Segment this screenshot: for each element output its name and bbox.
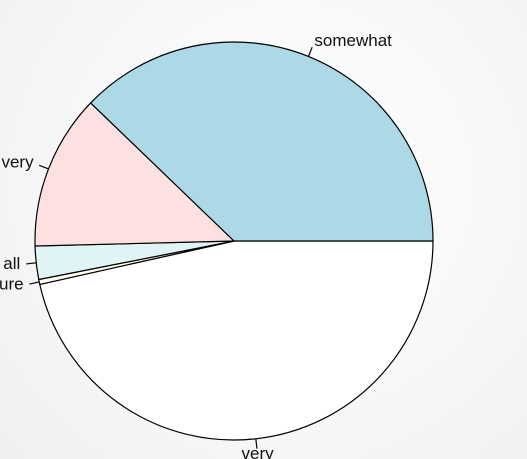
leader-line-not-at-all xyxy=(26,262,37,265)
slice-label-not-sure: not sure xyxy=(0,275,24,294)
pie-slice-somewhat xyxy=(89,41,434,242)
leader-line-not-sure xyxy=(29,281,40,285)
slice-label-not-very: not very xyxy=(0,153,34,172)
pie-slice-very xyxy=(39,240,434,441)
leader-line-very xyxy=(255,438,258,449)
slice-label-not-at-all: not at all xyxy=(0,254,20,273)
leader-line-not-very xyxy=(38,164,49,170)
slice-label-somewhat: somewhat xyxy=(314,31,392,50)
pie-labels: very not sure not at all not very somewhat xyxy=(0,31,392,459)
slice-label-very: very xyxy=(242,444,275,459)
leader-line-somewhat xyxy=(307,46,313,57)
pie-leader-lines xyxy=(26,46,313,449)
pie-slices xyxy=(34,41,434,441)
